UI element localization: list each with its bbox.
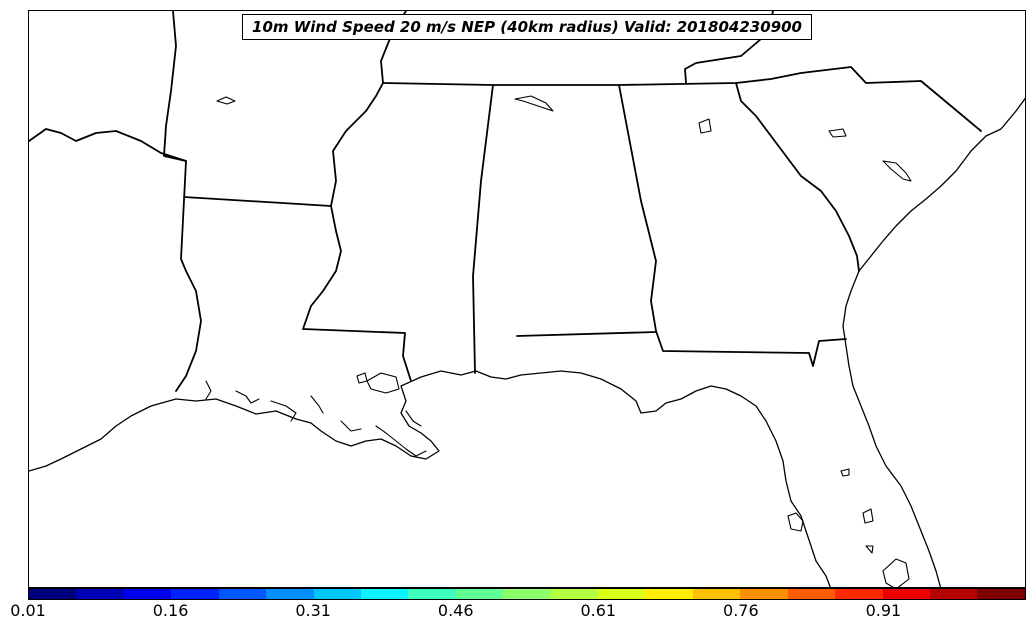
colorbar-swatch [882, 589, 931, 599]
colorbar-swatch [218, 589, 267, 599]
colorbar-swatch [930, 589, 978, 599]
inland-water [216, 95, 912, 587]
colorbar-swatch [455, 589, 504, 599]
delta-coastline [205, 380, 427, 457]
colorbar-tick-label: 0.31 [295, 601, 331, 620]
colorbar-swatch [123, 589, 172, 599]
colorbar [28, 588, 1026, 600]
colorbar-swatch [266, 589, 314, 599]
map-svg [29, 11, 1025, 587]
atlantic-coastline [842, 97, 1025, 587]
colorbar-swatch [408, 589, 456, 599]
colorbar-swatch [29, 589, 77, 599]
map-title: 10m Wind Speed 20 m/s NEP (40km radius) … [242, 14, 812, 40]
colorbar-swatch [360, 589, 409, 599]
colorbar-swatch [313, 589, 361, 599]
colorbar-swatch [503, 589, 551, 599]
colorbar-swatch [76, 589, 124, 599]
colorbar-tick-label: 0.01 [10, 601, 46, 620]
colorbar-tick-label: 0.61 [580, 601, 617, 620]
colorbar-tick-label: 0.16 [152, 601, 189, 620]
colorbar-swatch [835, 589, 883, 599]
colorbar-swatch [740, 589, 788, 599]
colorbar-swatch [171, 589, 219, 599]
colorbar-tick-label: 0.46 [437, 601, 474, 620]
state-borders [29, 11, 982, 392]
coastline [29, 370, 831, 587]
colorbar-swatch [550, 589, 599, 599]
colorbar-tick-label: 0.76 [723, 601, 759, 620]
colorbar-swatch [598, 589, 646, 599]
colorbar-swatch [692, 589, 741, 599]
map-frame [28, 10, 1026, 588]
colorbar-swatch [645, 589, 693, 599]
colorbar-tick-label: 0.91 [865, 601, 902, 620]
colorbar-swatch [977, 589, 1025, 599]
colorbar-swatch [787, 589, 836, 599]
